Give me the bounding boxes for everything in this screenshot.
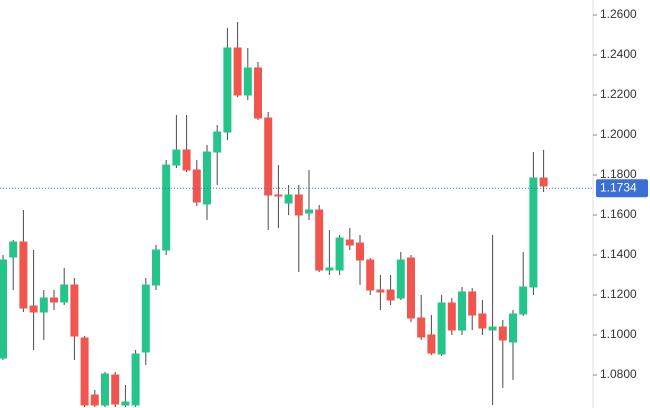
candle-body [458, 291, 466, 331]
candle-body [519, 286, 528, 315]
candle-body [131, 353, 140, 406]
candle-body [356, 242, 364, 261]
y-tick-label: 1.1000 [600, 327, 637, 341]
candle-body [233, 47, 242, 96]
candle-body [172, 149, 181, 166]
candle-body [50, 297, 58, 303]
candle-body [111, 374, 120, 405]
candle-body [529, 177, 538, 288]
y-tick-label: 1.2200 [600, 87, 637, 101]
last-price-box [596, 179, 648, 198]
candle-body [305, 209, 313, 214]
candle-body [417, 317, 426, 338]
candle-body [407, 257, 415, 319]
candle-body [396, 259, 405, 299]
candle-body [141, 284, 150, 353]
candle-body [80, 337, 89, 406]
candle-body [294, 194, 303, 216]
candle-body [386, 289, 395, 301]
candle-body [468, 291, 477, 316]
candle-body [498, 326, 507, 341]
candle-body [213, 131, 222, 153]
candle-body [274, 194, 283, 197]
candle-body [0, 259, 7, 359]
candle-body [488, 326, 497, 331]
candle-body [182, 149, 191, 171]
candle-body [203, 151, 211, 205]
candle-body [243, 67, 252, 96]
candle-body [437, 302, 446, 355]
candle-body [447, 302, 456, 331]
candle-body [60, 284, 69, 303]
y-tick-label: 1.1800 [600, 167, 637, 181]
y-tick-label: 1.1600 [600, 207, 637, 221]
candle-body [70, 284, 79, 337]
candle-body [335, 237, 344, 271]
y-tick-label: 1.1200 [600, 287, 637, 301]
candle-body [152, 249, 160, 286]
candle-body [284, 194, 293, 204]
candle-body [509, 313, 517, 343]
candle-body [90, 394, 99, 406]
candle-body [366, 259, 375, 291]
y-tick-label: 1.2600 [600, 7, 637, 21]
candle-body [39, 297, 48, 313]
candle-body [427, 334, 436, 354]
y-tick-label: 1.1400 [600, 247, 637, 261]
candle-body [478, 313, 487, 329]
y-tick-label: 1.2400 [600, 47, 637, 61]
y-tick-label: 1.2000 [600, 127, 637, 141]
candle-body [376, 289, 385, 293]
candle-body [192, 169, 201, 203]
y-tick-label: 1.0800 [600, 367, 637, 381]
candle-body [345, 239, 354, 246]
candle-body [223, 47, 232, 133]
candle-body [264, 117, 273, 196]
candle-body [254, 67, 262, 119]
candle-body [29, 305, 38, 313]
candle-body [325, 267, 334, 271]
candle-body [19, 241, 28, 309]
candle-body [162, 164, 171, 251]
candle-body [9, 241, 18, 258]
candle-body [315, 209, 324, 271]
candle-body [121, 401, 130, 406]
candle-body [539, 177, 548, 187]
candle-body [101, 373, 109, 406]
last-price-label: 1.1734 [600, 180, 637, 194]
